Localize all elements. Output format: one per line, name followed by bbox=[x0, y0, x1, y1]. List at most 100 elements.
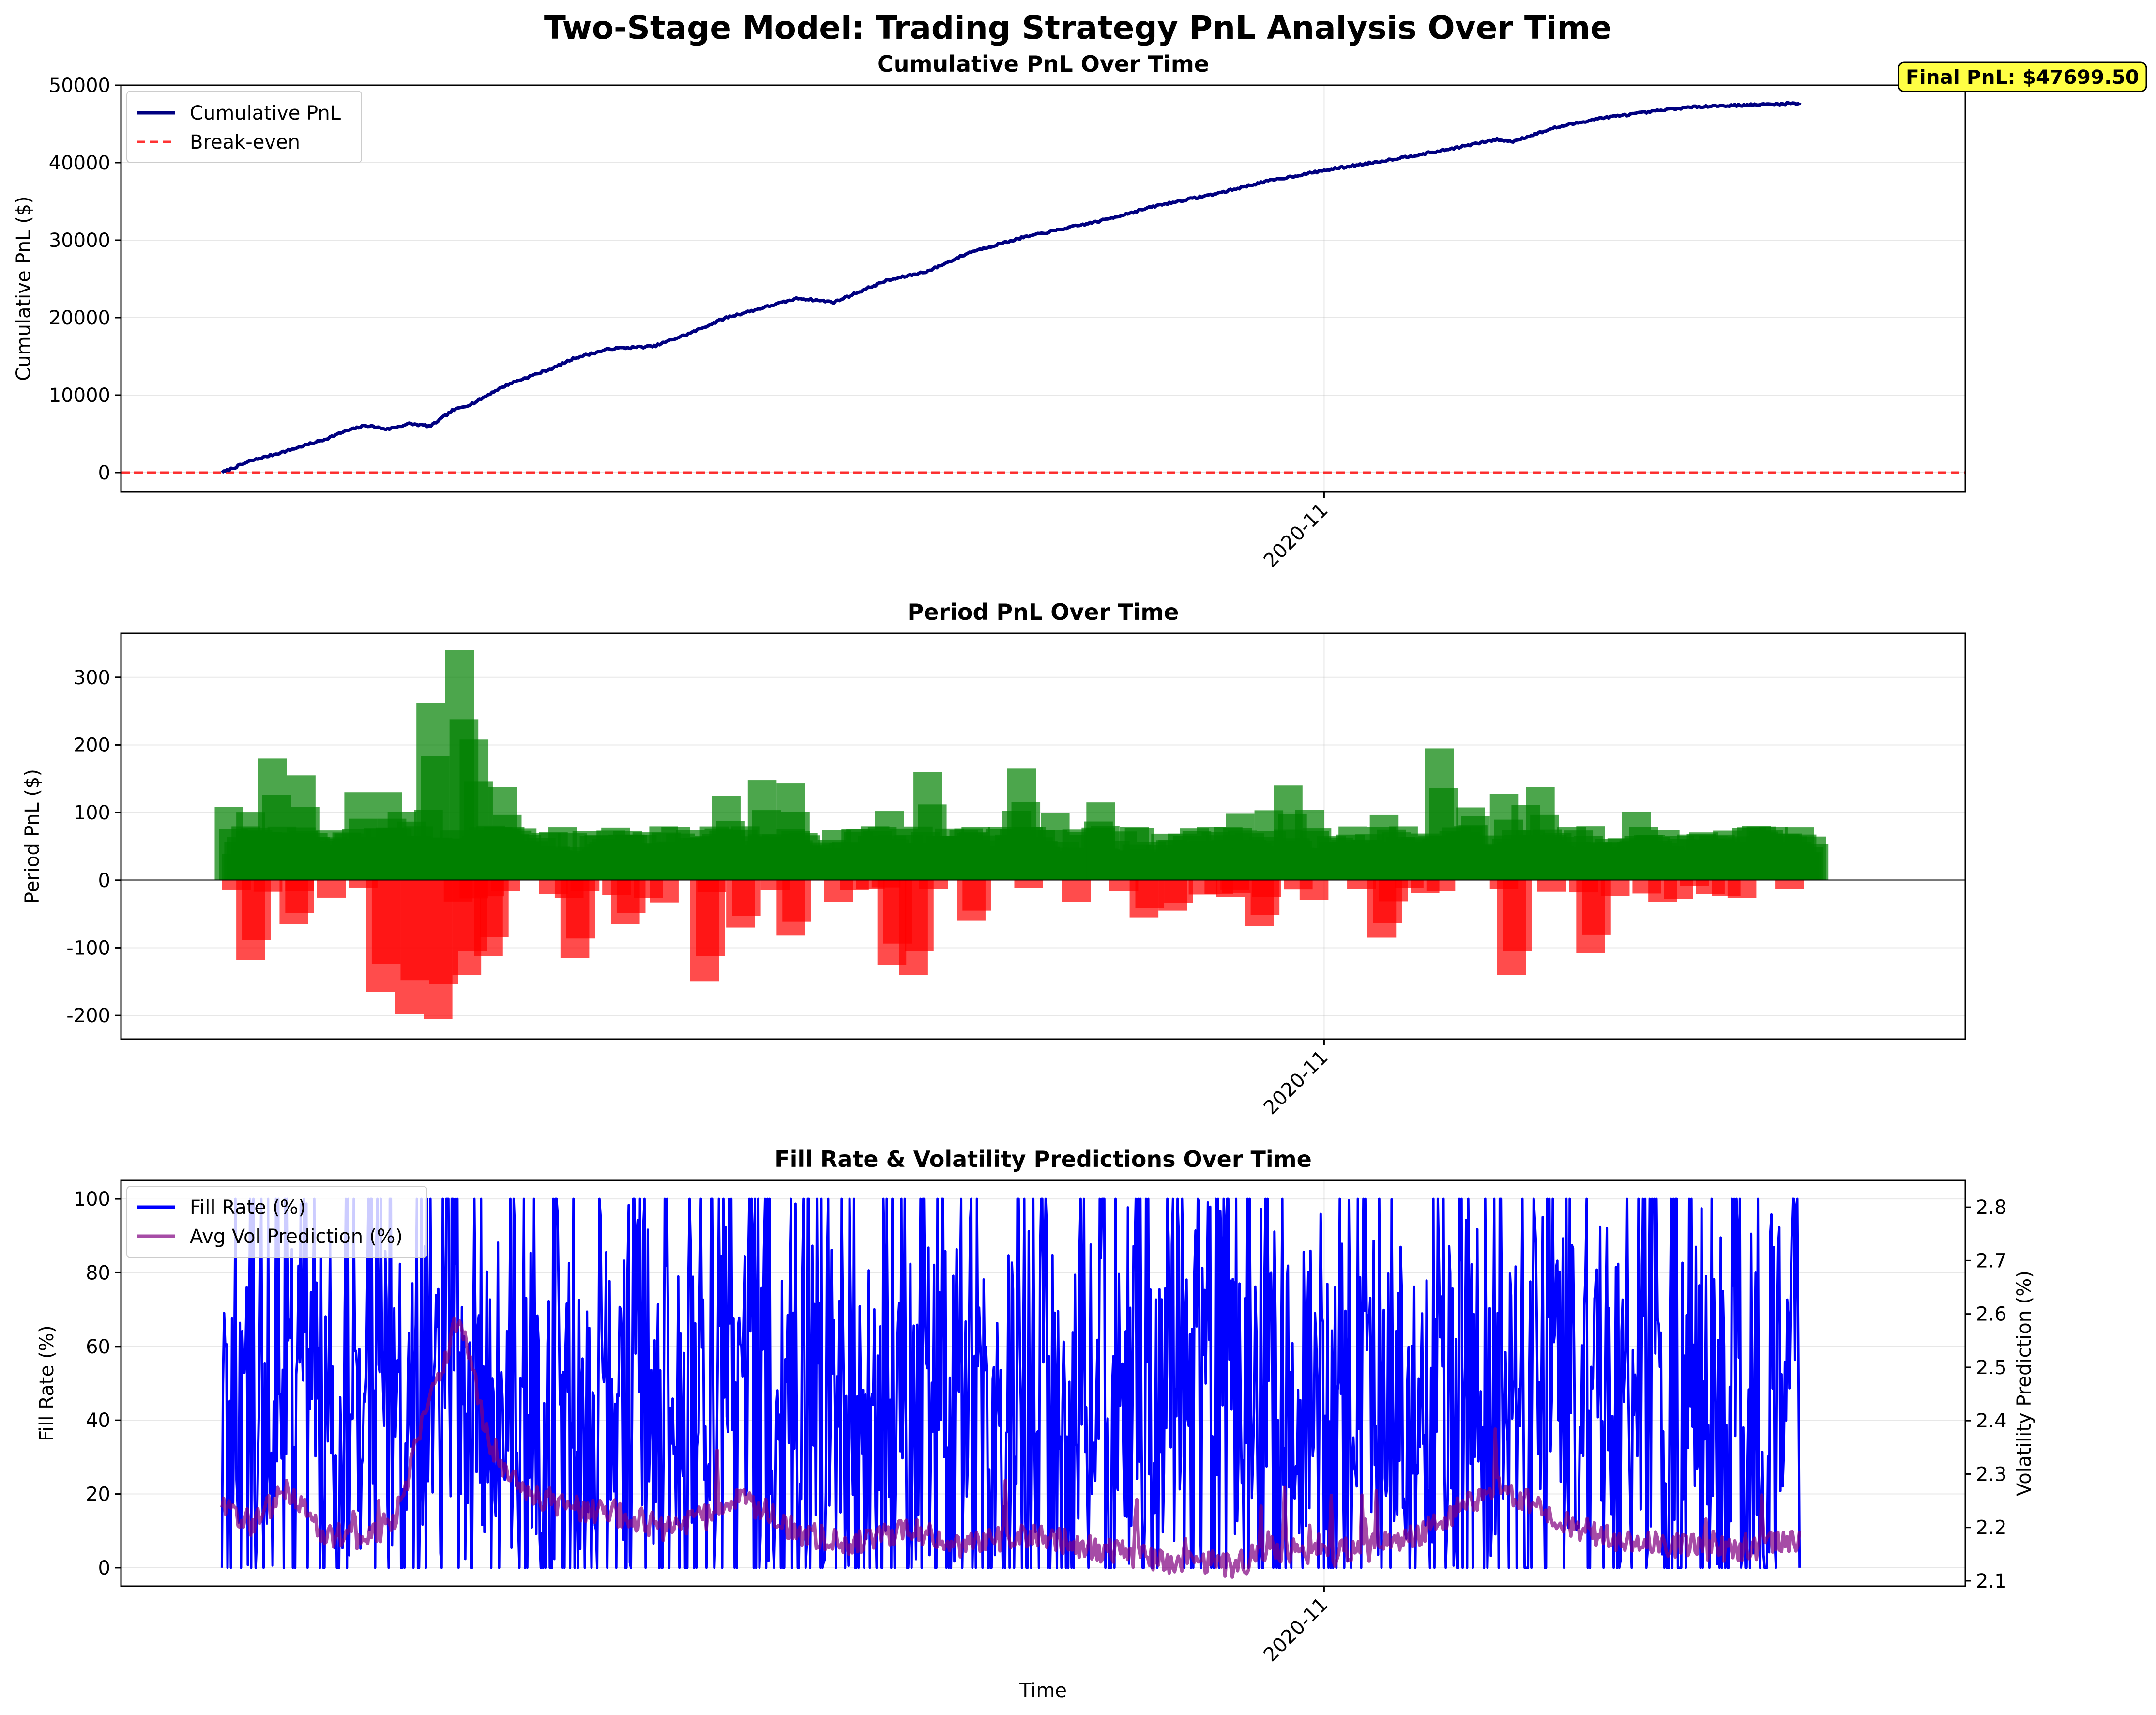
period-pnl-chart: Period PnL Over Time -200-1000100200300 … bbox=[21, 599, 1966, 1119]
vol-pred-y-tick-label: 2.5 bbox=[1976, 1357, 2007, 1379]
period-pnl-bar-loss bbox=[285, 880, 314, 891]
period-pnl-bar-loss bbox=[962, 880, 991, 911]
period-pnl-bar-gain bbox=[1799, 844, 1829, 880]
period-pnl-bar-gain bbox=[1278, 813, 1307, 880]
final-pnl-annotation: Final PnL: $47699.50 bbox=[1898, 61, 2147, 92]
vol-pred-y-tick-label: 2.8 bbox=[1976, 1196, 2007, 1219]
period-pnl-bar-loss bbox=[697, 880, 727, 892]
fill-rate-y-tick-label: 0 bbox=[98, 1557, 110, 1579]
period-pnl-bar-loss bbox=[1569, 880, 1598, 893]
legend-label-cumulative: Cumulative PnL bbox=[190, 102, 341, 124]
final-pnl-annotation-box bbox=[1898, 61, 2147, 92]
fill-rate-plot-area bbox=[220, 1197, 1802, 1579]
fill-rate-y-axis-label: Fill Rate (%) bbox=[36, 1325, 58, 1441]
period-pnl-bar-gain bbox=[918, 804, 947, 880]
period-pnl-bar-gain bbox=[349, 818, 378, 880]
legend-label-breakeven: Break-even bbox=[190, 131, 300, 153]
period-pnl-bar-loss bbox=[1220, 880, 1249, 890]
cumulative-legend-box bbox=[126, 91, 362, 163]
period-pnl-title: Period PnL Over Time bbox=[908, 599, 1179, 625]
x-axis-label: Time bbox=[1019, 1680, 1067, 1702]
fill-rate-legend-box bbox=[126, 1186, 427, 1258]
period-pnl-bar-loss bbox=[1489, 880, 1519, 889]
fill-rate-axes-frame bbox=[120, 1179, 1966, 1587]
fill-rate-chart: Fill Rate & Volatility Predictions Over … bbox=[36, 1146, 2035, 1702]
fill-rate-y-tick-label: 40 bbox=[86, 1409, 110, 1432]
fill-rate-title: Fill Rate & Volatility Predictions Over … bbox=[774, 1146, 1312, 1172]
cumulative-y-tick-label: 10000 bbox=[49, 384, 110, 407]
vol-pred-y-tick-label: 2.1 bbox=[1976, 1570, 2007, 1592]
period-pnl-bar-gain bbox=[1011, 802, 1041, 880]
fill-rate-x-ticks: 2020-11 bbox=[1260, 1586, 1333, 1666]
period-pnl-bar-loss bbox=[1680, 880, 1709, 886]
period-pnl-bar-gain bbox=[1494, 819, 1523, 880]
period-pnl-bar-gain bbox=[1091, 826, 1120, 880]
period-pnl-bar-loss bbox=[905, 880, 934, 951]
period-pnl-bar-loss bbox=[696, 880, 725, 956]
cumulative-axes-frame bbox=[120, 84, 1966, 493]
period-pnl-bar-loss bbox=[1600, 880, 1630, 896]
vol-pred-y-tick-label: 2.6 bbox=[1976, 1303, 2007, 1326]
period-pnl-bar-loss bbox=[1727, 880, 1757, 898]
cumulative-x-tick-label: 2020-11 bbox=[1260, 499, 1333, 572]
period-pnl-bar-loss bbox=[1426, 880, 1456, 891]
period-pnl-bar-loss bbox=[1109, 880, 1139, 891]
cumulative-grid bbox=[121, 85, 1965, 492]
period-pnl-bar-loss bbox=[1775, 880, 1804, 889]
period-pnl-bar-loss bbox=[1537, 880, 1566, 892]
vol-pred-y-tick-label: 2.3 bbox=[1976, 1463, 2007, 1485]
period-pnl-bar-gain bbox=[262, 795, 291, 880]
period-pnl-bar-loss bbox=[732, 880, 761, 916]
cumulative-pnl-line bbox=[221, 101, 1802, 474]
final-pnl-annotation-text: Final PnL: $47699.50 bbox=[1906, 66, 2139, 89]
period-pnl-bar-gain bbox=[421, 756, 450, 880]
period-pnl-bar-loss bbox=[253, 880, 283, 892]
period-pnl-bar-gain bbox=[377, 818, 407, 880]
period-y-ticks: -200 -100 0 100 200 300 bbox=[66, 667, 121, 1027]
cumulative-y-tick-label: 40000 bbox=[49, 152, 110, 174]
period-axes-frame bbox=[120, 632, 1966, 1040]
period-y-tick-label: 100 bbox=[74, 802, 110, 824]
period-pnl-bar-gain bbox=[291, 807, 320, 880]
fill-rate-y-tick-label: 80 bbox=[86, 1262, 110, 1284]
period-pnl-bar-loss bbox=[1164, 880, 1193, 903]
period-pnl-bar-gain bbox=[716, 821, 745, 880]
fill-rate-x-tick-label: 2020-11 bbox=[1260, 1593, 1333, 1667]
legend-label-vol-pred: Avg Vol Prediction (%) bbox=[190, 1225, 403, 1248]
period-pnl-bar-loss bbox=[871, 880, 901, 888]
period-pnl-bar-gain bbox=[492, 814, 522, 880]
period-pnl-bar-gain bbox=[752, 810, 781, 880]
period-plot-area bbox=[121, 650, 1965, 1019]
vol-pred-y-tick-label: 2.2 bbox=[1976, 1517, 2007, 1539]
period-pnl-bar-loss bbox=[491, 880, 520, 891]
period-pnl-bar-loss bbox=[222, 880, 251, 890]
period-pnl-bar-gain bbox=[1429, 788, 1458, 880]
fill-rate-y-tick-label: 20 bbox=[86, 1484, 110, 1506]
period-y-axis-label: Period PnL ($) bbox=[21, 769, 44, 903]
vol-pred-y-ticks: 2.1 2.2 2.3 2.4 2.5 2.6 2.7 2.8 bbox=[1965, 1196, 2007, 1592]
fill-rate-line bbox=[220, 1197, 1801, 1569]
period-y-tick-label: 300 bbox=[74, 667, 110, 689]
figure-title: Two-Stage Model: Trading Strategy PnL An… bbox=[544, 9, 1612, 46]
cumulative-y-tick-label: 50000 bbox=[49, 75, 110, 97]
period-pnl-bar-loss bbox=[919, 880, 948, 889]
cumulative-y-axis-label: Cumulative PnL ($) bbox=[13, 196, 35, 381]
vol-pred-y-tick-label: 2.4 bbox=[1976, 1410, 2007, 1432]
period-pnl-bar-loss bbox=[317, 880, 346, 898]
period-x-ticks: 2020-11 bbox=[1260, 1039, 1333, 1119]
legend-label-fill-rate: Fill Rate (%) bbox=[190, 1196, 306, 1219]
cumulative-y-ticks: 0 10000 20000 30000 40000 50000 bbox=[49, 75, 121, 484]
cumulative-pnl-chart: Cumulative PnL Over Time 0 10000 20000 3000… bbox=[13, 51, 2147, 572]
period-pnl-bar-loss bbox=[1503, 880, 1532, 951]
fill-rate-y-tick-label: 60 bbox=[86, 1336, 110, 1358]
cumulative-plot-area bbox=[121, 101, 1965, 474]
cumulative-y-tick-label: 0 bbox=[98, 462, 110, 484]
period-pnl-bar-gain bbox=[781, 812, 810, 880]
period-y-tick-label: -100 bbox=[66, 937, 110, 959]
period-y-tick-label: -200 bbox=[66, 1005, 110, 1027]
cumulative-x-ticks: 2020-11 bbox=[1260, 492, 1333, 572]
period-pnl-bar-loss bbox=[602, 880, 631, 895]
period-x-tick-label: 2020-11 bbox=[1260, 1046, 1333, 1119]
period-pnl-bar-loss bbox=[349, 880, 378, 888]
